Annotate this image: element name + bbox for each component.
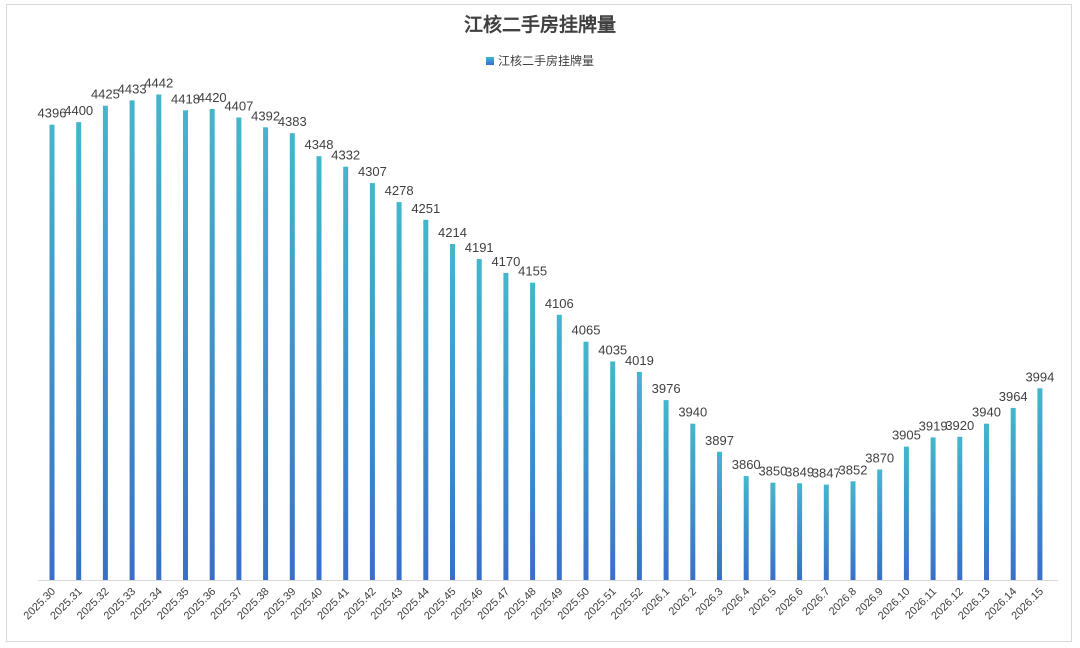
data-label: 3964 — [999, 389, 1028, 404]
data-label: 4307 — [358, 164, 387, 179]
bar — [823, 484, 829, 580]
x-tick-label: 2026.6 — [773, 586, 805, 618]
bar — [850, 481, 856, 580]
data-label: 3976 — [652, 381, 681, 396]
bar — [156, 94, 162, 580]
data-label: 3940 — [678, 405, 707, 420]
bar — [343, 166, 349, 580]
data-label: 4191 — [465, 240, 494, 255]
bar — [690, 423, 696, 580]
bar — [743, 476, 749, 580]
data-label: 4035 — [598, 342, 627, 357]
bar — [183, 110, 188, 581]
data-label: 3897 — [705, 433, 734, 448]
data-label: 4155 — [518, 264, 547, 279]
bar — [76, 122, 82, 580]
bar — [1037, 388, 1043, 580]
bar — [984, 423, 989, 580]
chart-title: 江核二手房挂牌量 — [463, 14, 616, 36]
data-label: 3919 — [919, 418, 948, 433]
legend-label: 江核二手房挂牌量 — [497, 54, 594, 68]
bar — [263, 127, 269, 581]
data-label: 4407 — [224, 99, 253, 114]
chart-legend: 江核二手房挂牌量 — [0, 52, 1080, 69]
bar — [1010, 407, 1016, 580]
legend-swatch — [485, 56, 494, 65]
data-label: 3994 — [1025, 369, 1054, 384]
bar — [396, 202, 402, 580]
data-label: 4425 — [91, 87, 120, 102]
bar — [316, 156, 322, 580]
x-tick-label: 2026.3 — [693, 586, 725, 618]
bar — [663, 400, 669, 580]
data-label: 4106 — [545, 296, 574, 311]
bar — [236, 117, 242, 580]
data-label: 3920 — [945, 418, 974, 433]
data-label: 3905 — [892, 428, 921, 443]
data-label: 3860 — [732, 457, 761, 472]
bar — [556, 314, 562, 580]
data-label: 4392 — [251, 108, 280, 123]
data-label: 3852 — [839, 462, 868, 477]
x-tick-label: 2026.4 — [720, 586, 752, 618]
data-label: 3847 — [812, 466, 841, 481]
x-tick-label: 2026.5 — [747, 586, 779, 618]
bar — [877, 469, 883, 580]
bar — [476, 259, 482, 580]
bar — [903, 446, 909, 580]
bar — [957, 436, 963, 580]
x-tick-label: 2026.1 — [640, 586, 672, 618]
bar — [289, 133, 295, 580]
data-label: 4251 — [411, 201, 440, 216]
data-label: 4065 — [572, 323, 601, 338]
data-label: 3870 — [865, 451, 894, 466]
data-label: 4348 — [305, 137, 334, 152]
bar — [636, 371, 642, 580]
bar — [450, 244, 455, 580]
data-label: 3850 — [758, 464, 787, 479]
x-tick-label: 2026.7 — [800, 586, 832, 618]
data-label: 4396 — [38, 106, 67, 121]
x-tick-label: 2026.2 — [667, 586, 699, 618]
data-label: 3849 — [785, 464, 814, 479]
bar — [770, 482, 776, 580]
bar — [209, 109, 215, 580]
bar — [423, 219, 429, 581]
data-label: 4214 — [438, 225, 467, 240]
bar — [530, 282, 536, 580]
data-label: 4170 — [491, 254, 520, 269]
bar — [129, 100, 135, 581]
data-label: 4433 — [118, 81, 147, 96]
bar — [102, 105, 108, 580]
data-label: 4332 — [331, 148, 360, 163]
bar — [583, 341, 589, 580]
x-tick-label: 2026.8 — [827, 586, 859, 618]
bar — [503, 272, 509, 580]
bar — [49, 124, 55, 580]
bar — [930, 437, 936, 580]
data-label: 4383 — [278, 114, 307, 129]
bar — [797, 483, 803, 580]
data-label: 3940 — [972, 405, 1001, 420]
bar — [610, 361, 616, 580]
data-label: 4442 — [144, 76, 173, 91]
bar — [717, 451, 722, 580]
data-label: 4420 — [198, 90, 227, 105]
bar — [369, 183, 375, 580]
data-label: 4019 — [625, 353, 654, 368]
data-label: 4278 — [385, 183, 414, 198]
data-label: 4418 — [171, 91, 200, 106]
data-label: 4400 — [64, 103, 93, 118]
